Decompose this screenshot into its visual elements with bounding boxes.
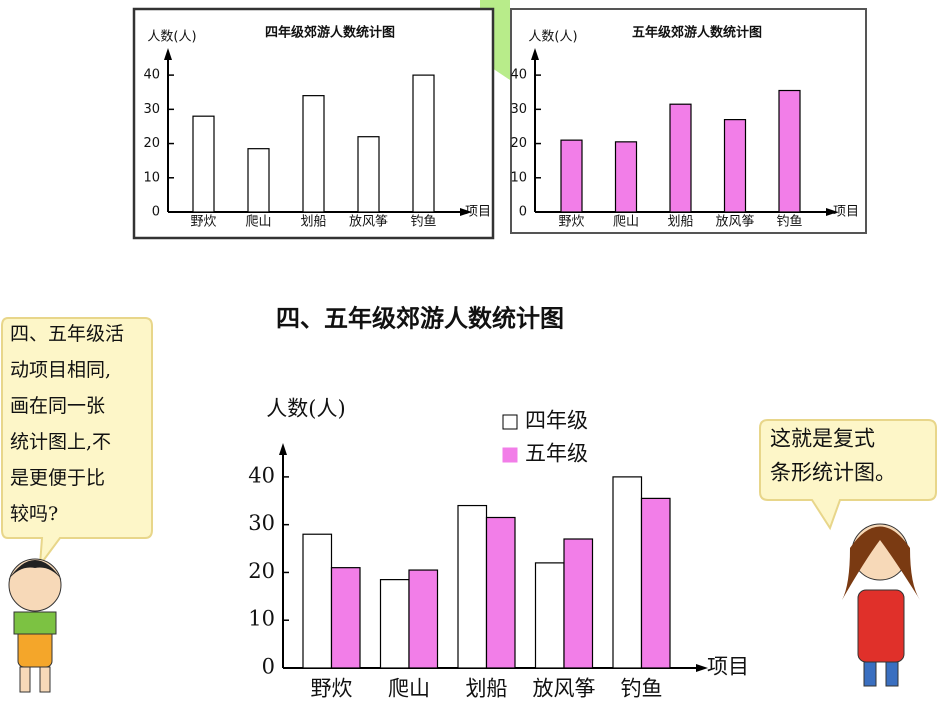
- bar: [614, 141, 638, 213]
- bar: [408, 569, 439, 669]
- speech-bubble: [0, 317, 153, 569]
- bar: [412, 74, 435, 213]
- y-tick-label: 0: [152, 205, 160, 220]
- x-axis-label: 项目: [465, 205, 491, 220]
- axis-arrow: [826, 208, 838, 216]
- bar: [778, 89, 801, 213]
- bar: [560, 139, 583, 213]
- cartoon-girl: [842, 523, 920, 687]
- x-tick-label: 放风筝: [349, 214, 388, 230]
- x-tick-label: 爬山: [388, 677, 430, 701]
- x-tick-label: 划船: [667, 215, 693, 230]
- x-tick-label: 爬山: [245, 215, 271, 230]
- bar: [247, 148, 270, 213]
- chart-title: 四年级郊游人数统计图: [265, 25, 395, 41]
- y-tick-label: 30: [510, 102, 527, 117]
- x-tick-label: 放风筝: [715, 214, 754, 230]
- speech-text: 画在同一张: [10, 395, 105, 417]
- speech-text: 统计图上,不: [10, 431, 111, 453]
- x-axis-label: 项目: [833, 205, 859, 220]
- y-tick-label: 20: [510, 136, 527, 151]
- x-tick-label: 划船: [300, 215, 326, 230]
- speech-text: 这就是复式: [770, 427, 875, 451]
- y-tick-label: 0: [519, 205, 527, 220]
- speech-text: 动项目相同,: [10, 359, 111, 381]
- y-axis-label: 人数(人): [266, 397, 345, 421]
- legend-swatch: [502, 447, 518, 463]
- x-tick-label: 爬山: [613, 215, 639, 230]
- y-tick-label: 10: [248, 607, 275, 631]
- x-tick-label: 放风筝: [533, 677, 596, 701]
- y-tick-label: 30: [143, 102, 160, 117]
- bar: [612, 476, 643, 669]
- x-tick-label: 野炊: [190, 215, 216, 230]
- y-tick-label: 40: [248, 463, 275, 487]
- x-tick-label: 划船: [466, 677, 508, 701]
- bar: [302, 533, 333, 669]
- y-tick-label: 20: [143, 136, 160, 151]
- axis-arrow: [531, 48, 539, 60]
- x-tick-label: 野炊: [558, 215, 584, 230]
- axis-arrow: [279, 443, 287, 455]
- x-tick-label: 钓鱼: [410, 214, 436, 230]
- legend-label: 五年级: [525, 442, 588, 466]
- bar: [485, 516, 516, 669]
- bar: [457, 504, 488, 669]
- legend-swatch: [502, 414, 518, 430]
- bar: [330, 567, 361, 669]
- y-tick-label: 10: [510, 170, 527, 185]
- x-tick-label: 钓鱼: [621, 677, 663, 701]
- y-axis-label: 人数(人): [528, 30, 577, 45]
- bar: [534, 562, 565, 669]
- bar: [563, 538, 594, 669]
- y-tick-label: 30: [248, 511, 275, 535]
- y-tick-label: 40: [510, 68, 527, 83]
- bar: [379, 579, 410, 669]
- axis-arrow: [696, 664, 708, 672]
- bar: [669, 103, 692, 213]
- bar: [640, 497, 671, 669]
- speech-bubble: [759, 419, 937, 531]
- speech-text: 较吗?: [10, 503, 58, 525]
- cartoon-girl: [8, 558, 62, 693]
- speech-text: 条形统计图。: [770, 461, 896, 485]
- y-tick-label: 20: [248, 559, 275, 583]
- x-axis-label: 项目: [707, 655, 749, 679]
- chart-title: 四、五年级郊游人数统计图: [276, 304, 564, 333]
- axis-arrow: [460, 208, 472, 216]
- y-tick-label: 10: [143, 170, 160, 185]
- bar: [302, 95, 325, 213]
- axis-arrow: [164, 48, 172, 60]
- legend-label: 四年级: [525, 409, 588, 433]
- y-tick-label: 40: [143, 68, 160, 83]
- y-axis-label: 人数(人): [147, 30, 196, 45]
- x-tick-label: 野炊: [311, 677, 353, 701]
- speech-text: 是更便于比: [10, 467, 105, 489]
- x-tick-label: 钓鱼: [776, 214, 802, 230]
- speech-text: 四、五年级活: [10, 323, 124, 345]
- bar: [357, 136, 380, 213]
- chart-title: 五年级郊游人数统计图: [632, 25, 762, 41]
- y-tick-label: 0: [262, 655, 275, 679]
- bar: [723, 118, 747, 213]
- bar: [192, 115, 215, 213]
